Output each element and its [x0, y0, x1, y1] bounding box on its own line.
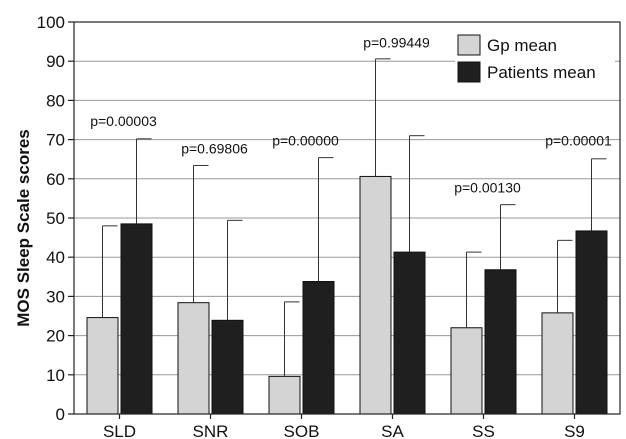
y-tick-labels: 0 10 20 30 40 50 60 70 80 90 100 — [37, 13, 65, 424]
bar — [393, 251, 426, 415]
bar — [359, 175, 392, 415]
x-tick-label: SLD — [103, 422, 136, 439]
legend: Gp mean Patients mean — [455, 28, 615, 88]
bar — [86, 317, 119, 415]
y-tick-label: 10 — [46, 366, 65, 385]
x-tick-label: SNR — [193, 422, 229, 439]
y-tick-label: 20 — [46, 327, 65, 346]
legend-label: Patients mean — [487, 63, 596, 82]
y-tick-label: 80 — [46, 91, 65, 110]
legend-label: Gp mean — [487, 36, 557, 55]
p-value-annotations: p=0.00003 p=0.69806 p=0.00000 p=0.99449 p=0.… — [90, 34, 612, 195]
bar — [211, 319, 244, 415]
x-tick-label: SS — [472, 422, 495, 439]
y-axis-label: MOS Sleep Scale scores — [14, 129, 33, 327]
y-tick-label: 90 — [46, 52, 65, 71]
y-tick-label: 70 — [46, 131, 65, 150]
p-value-label: p=0.00130 — [454, 180, 521, 196]
bars — [86, 175, 608, 415]
y-tick-label: 30 — [46, 287, 65, 306]
bar — [120, 223, 153, 415]
p-value-label: p=0.00001 — [545, 132, 612, 148]
bar — [541, 312, 574, 415]
legend-swatch — [457, 34, 481, 56]
y-tick-label: 60 — [46, 170, 65, 189]
axes — [68, 21, 621, 419]
bar — [575, 230, 608, 415]
p-value-label: p=0.99449 — [363, 34, 430, 50]
bar — [177, 302, 210, 415]
y-tick-label: 50 — [46, 209, 65, 228]
error-bars — [102, 58, 607, 377]
y-tick-label: 100 — [37, 13, 65, 32]
bar — [484, 269, 517, 415]
p-value-label: p=0.00000 — [272, 132, 339, 148]
x-tick-label: S9 — [564, 422, 585, 439]
p-value-label: p=0.00003 — [90, 113, 157, 129]
bar — [268, 375, 301, 415]
x-tick-label: SA — [381, 422, 404, 439]
x-tick-label: SOB — [284, 422, 320, 439]
legend-background — [455, 28, 615, 88]
plot-frame — [73, 21, 621, 415]
gridlines — [74, 60, 620, 376]
y-tick-label: 40 — [46, 248, 65, 267]
x-tick-labels: SLD SNR SOB SA SS S9 — [103, 422, 585, 439]
bar — [450, 327, 483, 415]
bar — [302, 281, 335, 415]
y-tick-label: 0 — [56, 405, 65, 424]
p-value-label: p=0.69806 — [181, 140, 248, 156]
legend-swatch — [457, 61, 481, 83]
